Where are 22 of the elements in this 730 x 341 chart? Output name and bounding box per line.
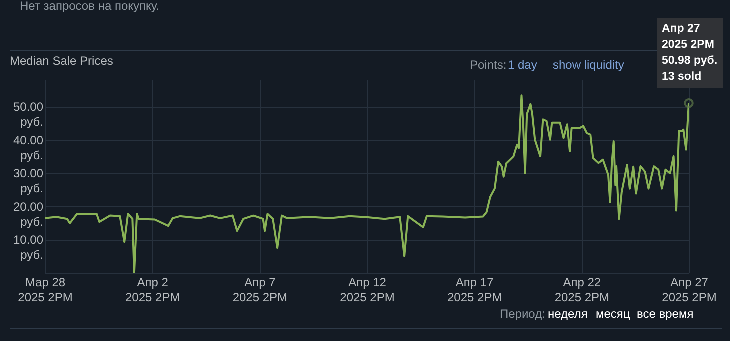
x-tick-label: Апр 7 2025 2PM [232, 276, 288, 304]
x-tick-label: Апр 17 2025 2PM [447, 276, 502, 304]
x-tick-label: Апр 2 2025 2PM [125, 276, 180, 304]
x-tick-label: Апр 27 2025 2PM [662, 276, 717, 304]
y-tick-label: 40.00 руб. [13, 133, 44, 162]
text: все время [637, 307, 694, 321]
x-tick-label: Апр 22 2025 2PM [554, 276, 610, 304]
x-tick-label: Мар 28 2025 2PM [18, 276, 73, 304]
text: Points: [470, 58, 507, 72]
y-tick-label: 20.00 руб. [13, 200, 44, 229]
text: неделя [548, 307, 588, 321]
chart-title: Median Sale Prices [10, 54, 114, 68]
y-tick-label: 10.00 руб. [13, 233, 44, 262]
y-tick-label: 50.00 руб. [13, 100, 44, 130]
text: месяц [596, 307, 630, 321]
x-tick-label: Апр 12 2025 2PM [340, 276, 395, 304]
y-tick-label: 30.00 руб. [13, 166, 44, 196]
text: Период: [500, 307, 546, 321]
text: show liquidity [553, 58, 624, 72]
text: Нет запросов на покупку. [20, 0, 160, 13]
annotation: Апр 27 2025 2PM 50.98 руб. 13 sold [662, 22, 718, 85]
text: 1 day [508, 58, 538, 72]
